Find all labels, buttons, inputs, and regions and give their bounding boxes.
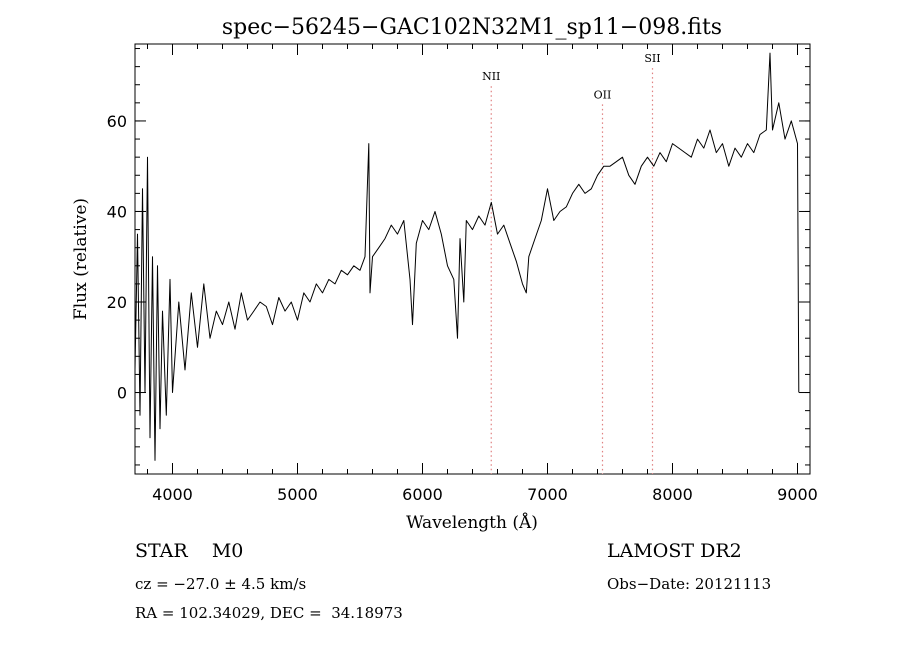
chart-title: spec−56245−GAC102N32M1_sp11−098.fits <box>222 15 722 40</box>
x-axis-label: Wavelength (Å) <box>406 512 538 533</box>
x-tick-label: 5000 <box>277 485 318 504</box>
coordinates-label: RA = 102.34029, DEC = 34.18973 <box>135 604 403 622</box>
spectrum-series <box>135 53 799 460</box>
x-tick-label: 7000 <box>527 485 568 504</box>
y-tick-label: 40 <box>107 202 127 221</box>
spectrum-line-0 <box>135 53 799 460</box>
y-tick-label: 20 <box>107 293 127 312</box>
object-class-label: STAR M0 <box>135 540 243 562</box>
y-axis-label: Flux (relative) <box>71 198 91 320</box>
plot-frame <box>135 44 810 474</box>
x-tick-label: 8000 <box>652 485 693 504</box>
x-tick-label: 4000 <box>152 485 193 504</box>
emission-line-label-nii: NII <box>482 70 500 83</box>
survey-label: LAMOST DR2 <box>607 540 742 562</box>
emission-line-label-oii: OII <box>594 88 612 101</box>
obs-date-label: Obs−Date: 20121113 <box>607 575 771 593</box>
emission-line-markers: NII OII SII <box>482 52 661 474</box>
redshift-label: cz = −27.0 ± 4.5 km/s <box>135 575 306 593</box>
y-tick-label: 0 <box>117 384 127 403</box>
x-tick-label: 6000 <box>402 485 443 504</box>
x-tick-label: 9000 <box>777 485 818 504</box>
y-tick-label: 60 <box>107 112 127 131</box>
emission-line-label-sii: SII <box>644 52 660 65</box>
